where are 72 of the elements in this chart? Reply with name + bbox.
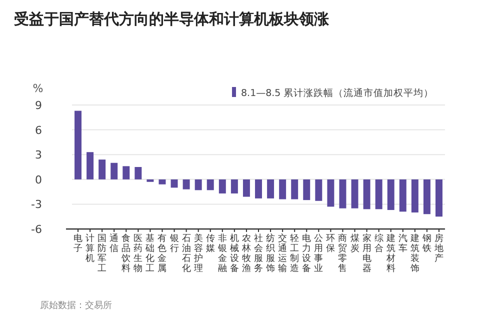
bar <box>218 179 226 194</box>
x-tick-label: 纺织服饰 <box>265 233 276 274</box>
bar <box>423 179 430 214</box>
x-tick-label: 非银金融 <box>216 233 227 274</box>
bar <box>363 179 370 210</box>
bar <box>255 179 262 198</box>
x-tick-label: 交通运输 <box>278 233 288 274</box>
x-tick-label: 食品饮料 <box>120 233 131 274</box>
bar <box>74 110 82 180</box>
bar <box>170 179 178 188</box>
x-tick-label: 公用事业 <box>314 233 324 274</box>
y-tick-label: 9 <box>35 99 42 112</box>
bar <box>206 179 214 190</box>
bar <box>134 167 142 180</box>
bar <box>375 179 382 210</box>
bar <box>399 179 406 212</box>
y-axis-title: % <box>32 82 44 95</box>
x-tick-label: 房地产 <box>433 233 444 264</box>
bar <box>182 179 190 190</box>
x-tick-label: 传媒 <box>206 233 215 254</box>
x-tick-label: 美容护理 <box>192 233 203 274</box>
x-tick-label: 石油石化 <box>182 234 191 274</box>
y-tick-label: -3 <box>31 198 42 212</box>
bar <box>86 152 94 180</box>
x-tick-label: 环保 <box>326 234 336 254</box>
x-tick-label: 汽车 <box>398 233 408 254</box>
y-tick-label: 0 <box>35 173 42 186</box>
x-tick-label: 通信 <box>110 233 119 254</box>
x-tick-label: 银行 <box>168 233 179 254</box>
x-tick-label: 综合 <box>374 233 384 254</box>
y-tick-label: 6 <box>35 124 42 137</box>
bar <box>315 179 322 201</box>
bar <box>194 179 202 190</box>
x-tick-label: 建筑装饰 <box>409 233 420 274</box>
bar <box>158 179 166 184</box>
x-tick-label: 钢铁 <box>421 233 432 254</box>
legend-label: 8.1—8.5 累计涨跌幅（流通市值加权平均） <box>241 87 434 99</box>
bar <box>303 179 310 200</box>
bar <box>98 160 106 180</box>
x-tick-label: 国防军工 <box>98 234 107 274</box>
bar <box>411 179 418 212</box>
x-tick-label: 农林牧渔 <box>240 233 251 274</box>
x-tick-label: 商贸零售 <box>338 233 348 274</box>
y-tick-label: 3 <box>35 148 42 162</box>
bar <box>242 179 250 197</box>
x-tick-label: 医药生物 <box>134 233 143 274</box>
bar <box>327 179 334 207</box>
x-tick-label: 煤炭 <box>350 233 360 254</box>
bar <box>291 179 298 200</box>
bar <box>122 166 130 180</box>
x-tick-label: 机械设备 <box>230 233 239 274</box>
x-tick-label: 社会服务 <box>254 233 263 274</box>
x-tick-label: 轻工制造 <box>290 233 300 274</box>
x-tick-label: 家用电器 <box>362 233 372 274</box>
x-tick-label: 计算机 <box>86 233 95 264</box>
bar <box>230 179 238 194</box>
x-tick-label: 电子 <box>74 233 83 254</box>
bar <box>435 179 442 217</box>
bar <box>351 179 358 208</box>
bar <box>387 179 394 210</box>
bar <box>146 179 154 182</box>
x-tick-label: 基础化工 <box>144 233 155 274</box>
bar <box>110 162 118 180</box>
y-tick-label: -6 <box>31 223 42 236</box>
bar <box>267 179 274 198</box>
chart-title: 受益于国产替代方向的半导体和计算机板块领涨 <box>13 10 330 28</box>
x-tick-label: 有色金属 <box>158 233 167 274</box>
x-tick-label: 电力设备 <box>302 233 312 274</box>
text: 原始数据：交易所 <box>40 300 112 311</box>
x-tick-label: 建筑材料 <box>385 233 396 274</box>
bar <box>339 179 346 208</box>
bar <box>279 179 286 200</box>
